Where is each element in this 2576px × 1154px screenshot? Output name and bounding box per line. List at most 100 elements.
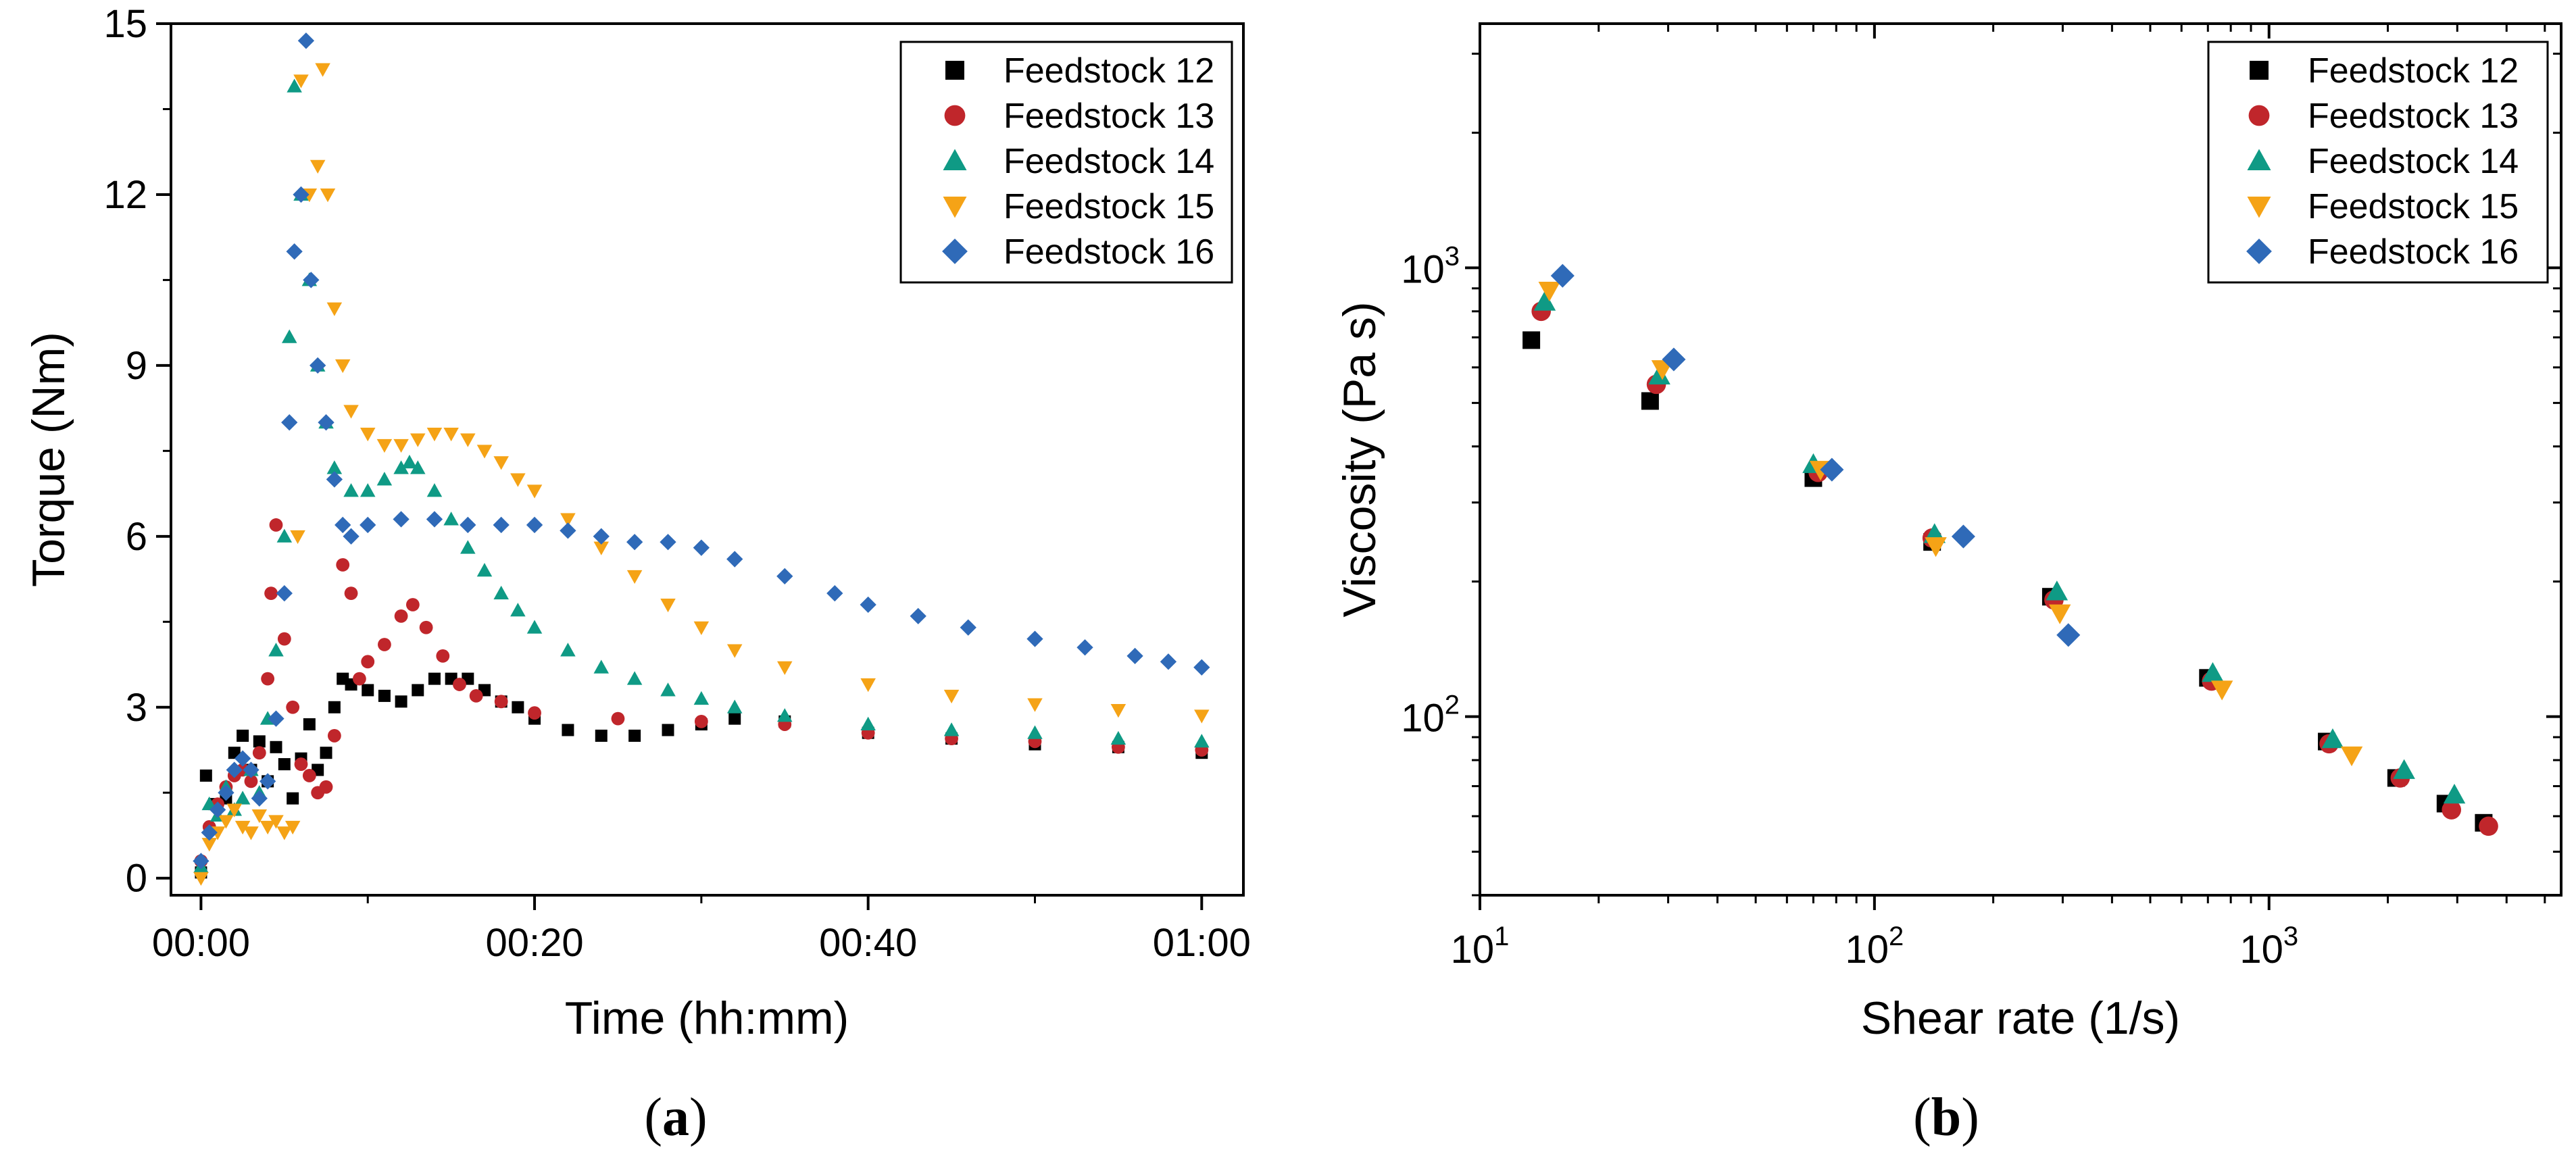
panel-a-point [343,483,359,497]
panel-b-point [1533,291,1556,311]
panel-a-point [264,586,278,601]
panel-b-legend: Feedstock 12 Feedstock 13 Feedstock 14 Feed… [2207,41,2549,284]
panel-a-point [860,678,876,693]
panel-a-point [302,769,316,782]
panel-a-point [595,729,608,742]
panel-b-label: (b) [1913,1088,1979,1147]
panel-a-point [293,186,309,203]
panel-a-point [237,729,249,742]
panel-a-x-tick-label: 00:00 [152,921,250,965]
panel-a-point [226,761,243,778]
panel-a-point [512,701,524,713]
panel-a-point [428,672,441,685]
panel-a-point [960,619,976,636]
panel-a-point [910,607,926,625]
panel-a-y-tick-label: 6 [126,515,147,559]
panel-a-point [326,460,343,474]
panel-a-point [199,769,212,782]
panel-a-point [268,815,284,829]
panel-a-point [234,750,251,767]
panel-a-point [251,809,268,824]
panel-a-point [277,632,291,646]
panel-a-point [201,838,218,852]
panel-b-point [1538,282,1561,302]
panel-a-point [281,414,298,431]
panel-a-point [419,620,433,634]
panel-a-y-tick-label: 12 [103,173,147,217]
panel-a-point [244,774,258,788]
panel-a-point [309,357,326,374]
panel-a-point [360,516,376,534]
panel-a-point [426,483,443,497]
panel-a-point [243,761,259,778]
panel-a-legend-label: Feedstock 13 [1004,97,1214,136]
panel-a-legend-label: Feedstock 14 [1004,142,1214,181]
panel-a-point [726,699,743,713]
panel-a-point [1076,639,1093,656]
panel-a-point [393,438,409,453]
panel-a-point [343,528,360,545]
panel-a-point [562,724,574,736]
panel-a-point [493,585,509,600]
panel-a-point [426,511,443,528]
panel-a-point [660,599,676,613]
panel-a-point [526,620,543,634]
panel-a-point [393,460,409,474]
panel-a-point [777,708,793,722]
panel-a-plot-frame [170,22,1245,897]
panel-a-point [378,689,391,702]
panel-b-legend-label: Feedstock 14 [2308,142,2519,181]
panel-a-point [361,655,375,669]
panel-a-x-tick-label: 00:40 [819,921,917,965]
panel-a-point [694,714,708,728]
panel-a-point [276,584,293,602]
panel-a-point [1194,709,1210,724]
panel-a-point [776,568,793,584]
panel-a-point [460,433,476,447]
panel-a-point [193,853,209,870]
panel-a-point [393,511,410,528]
panel-a-point [560,522,576,539]
panel-a-point [943,722,960,736]
panel-a-legend: Feedstock 12 Feedstock 13 Feedstock 14 Feed… [899,41,1233,284]
panel-a-point [560,643,576,657]
panel-b-point [1662,347,1686,372]
panel-a-torque-chart: 00:00 00:20 00:40 01:00 0 3 6 9 12 15 Time (hh:mm… [23,2,1251,1147]
panel-b-point [2321,728,2344,749]
panel-a-point [309,159,326,174]
panel-b-series-feedstock-16 [1550,264,2081,647]
panel-a-point [660,682,676,697]
panel-a-point [493,516,510,534]
panel-a-point [1027,725,1043,739]
panel-b-data-points [1522,264,2498,836]
panel-a-point [270,741,282,753]
panel-b-legend-marker [2247,149,2271,170]
panel-b-point [2442,800,2462,820]
panel-a-point [526,516,543,534]
panel-a-point [460,540,476,554]
panel-a-point [378,638,391,651]
panel-a-point [335,359,351,374]
panel-a-point [326,302,343,316]
panel-b-legend-label: Feedstock 12 [2308,51,2519,91]
panel-b-y-axis-title: Viscosity (Pa s) [1334,301,1385,617]
panel-b-y-tick-label: 103 [1401,241,1460,291]
panel-a-point [426,428,443,442]
panel-a-point [276,528,293,543]
panel-a-point [626,671,643,685]
panel-a-point [284,820,301,835]
panel-a-point [343,405,359,419]
panel-a-point [394,609,408,623]
panel-b-point [2056,623,2081,647]
panel-a-label: (a) [644,1088,707,1147]
panel-a-point [293,74,309,89]
panel-a-point [593,528,610,545]
panel-a-point [278,758,291,771]
panel-a-y-tick-label: 0 [126,857,147,901]
panel-b-point [1925,537,1947,557]
panel-a-point [336,558,350,572]
panel-a-point [611,711,625,726]
panel-a-point [362,684,374,697]
panel-a-point [628,729,641,742]
